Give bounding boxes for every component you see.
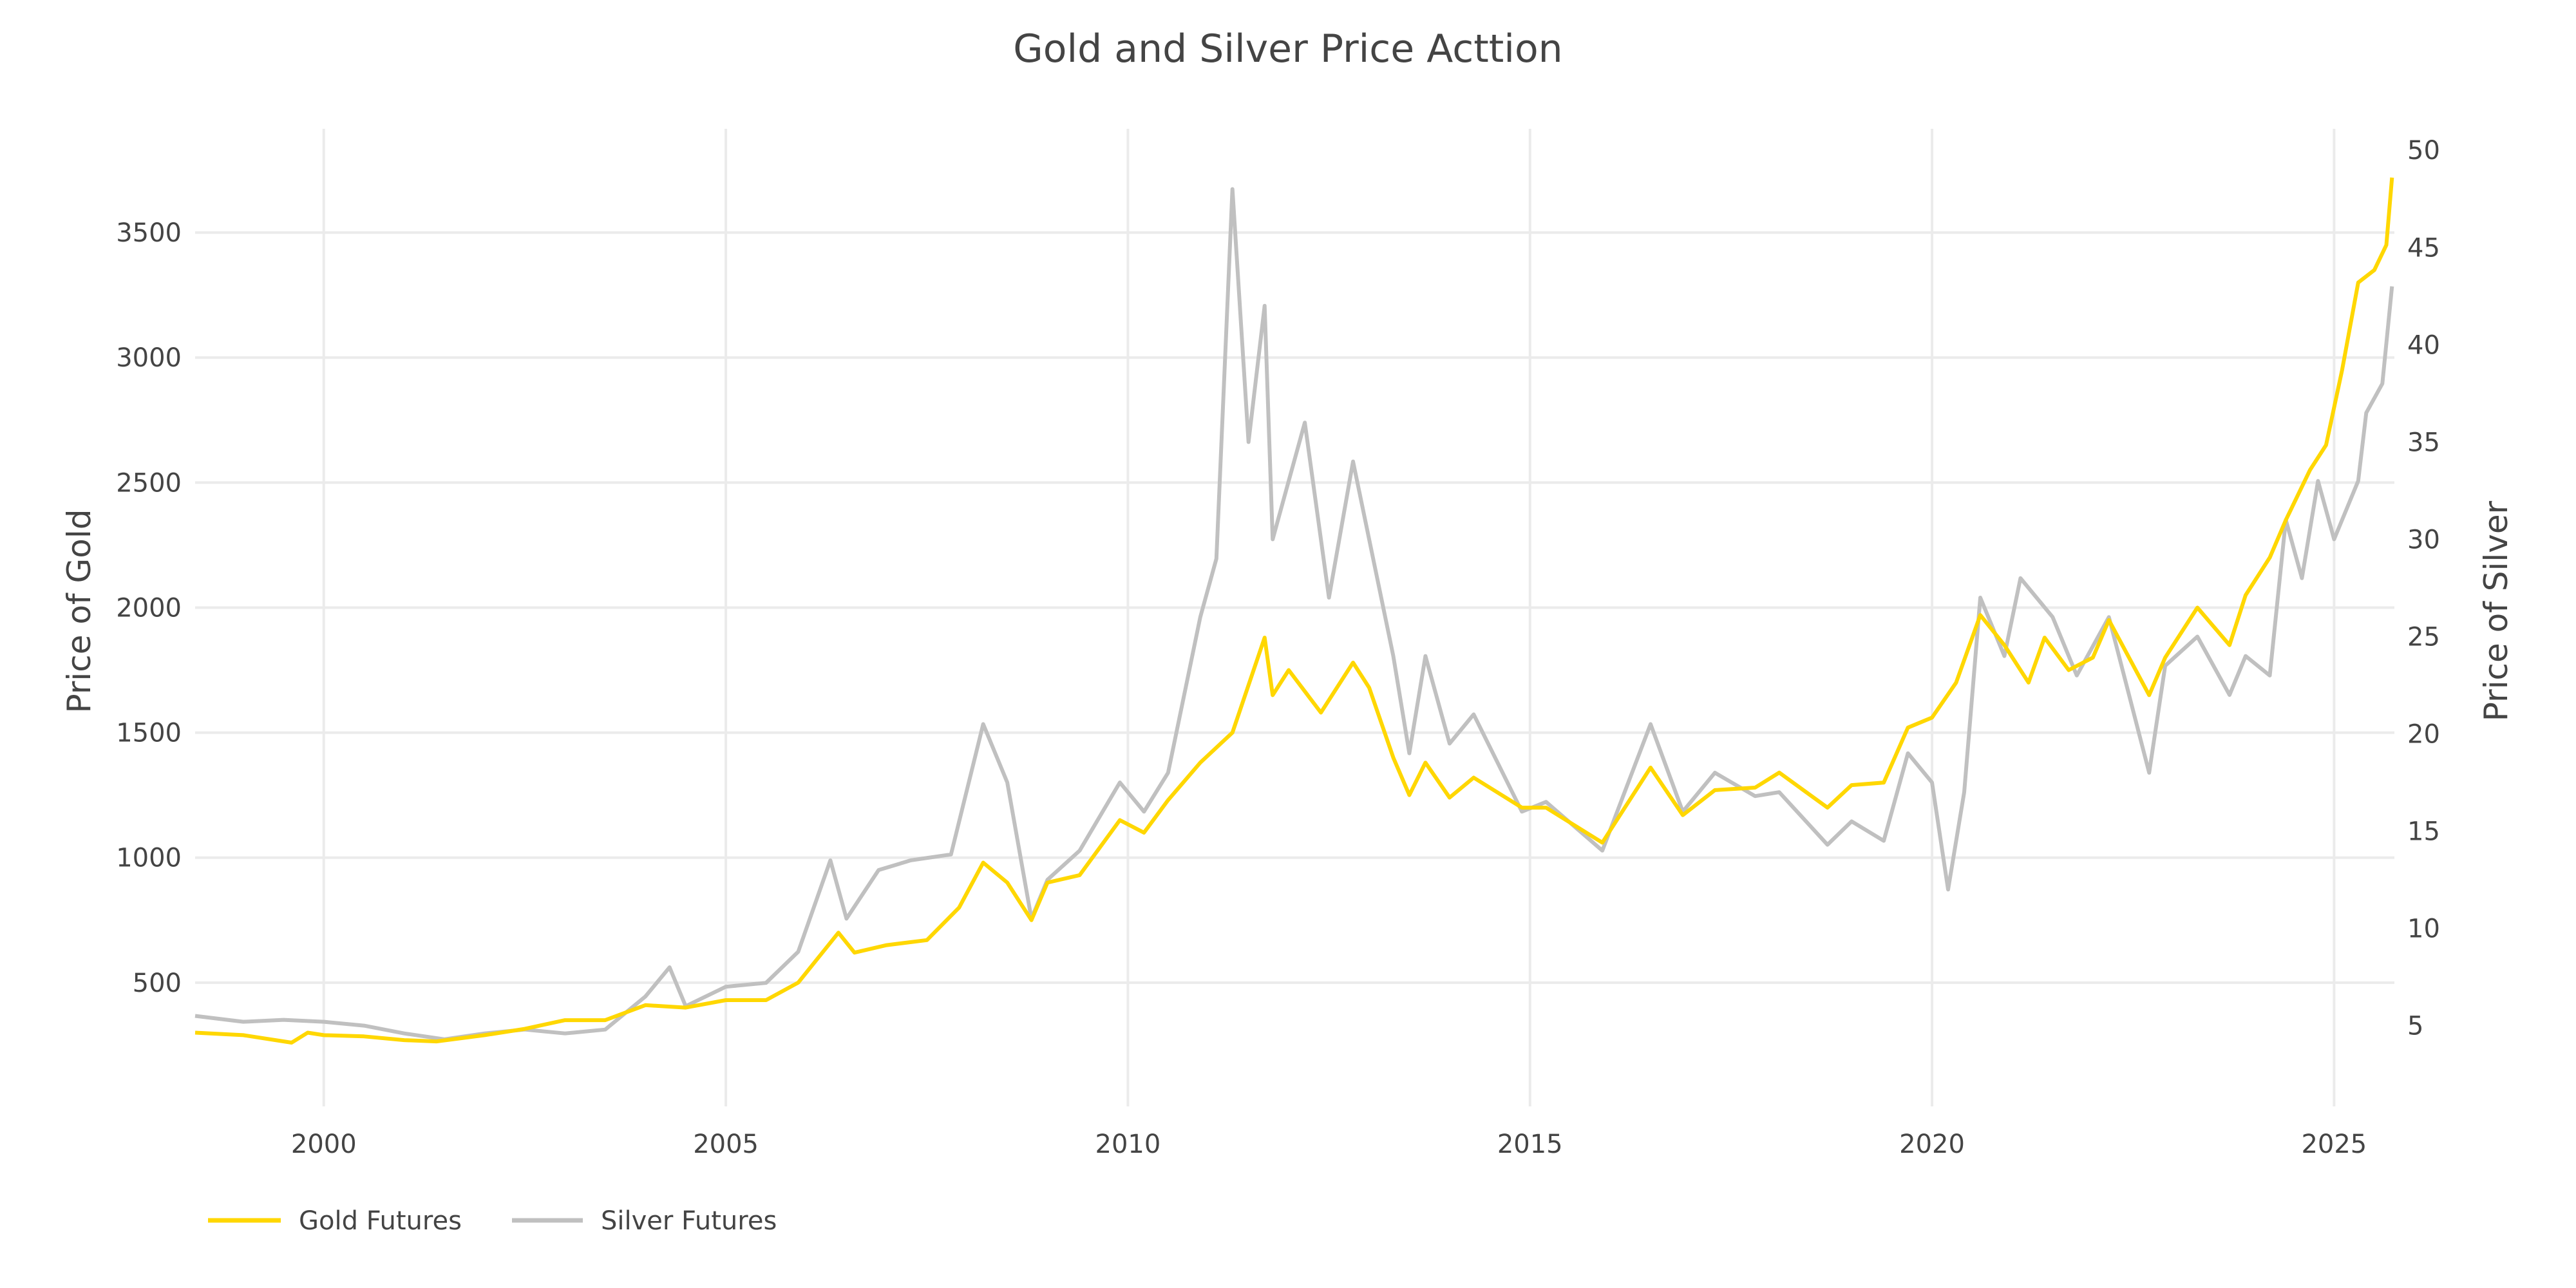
x-tick-label: 2015 (1497, 1130, 1563, 1159)
gold-futures-line (194, 177, 2394, 1045)
y-tick-label: 1500 (116, 719, 182, 748)
y2-tick-label: 15 (2407, 817, 2440, 847)
x-axis-ticks: 2000 2005 2010 2015 2020 2025 (291, 1130, 2367, 1159)
y2-tick-label: 20 (2407, 719, 2440, 749)
y2-tick-label: 35 (2407, 428, 2440, 457)
y-tick-label: 3000 (116, 343, 182, 373)
x-tick-label: 2010 (1095, 1130, 1161, 1159)
y-tick-label: 2500 (116, 468, 182, 498)
y-tick-label: 1000 (116, 844, 182, 873)
y-axis-left-title: Price of Gold (61, 509, 98, 714)
silver-futures-line (194, 187, 2394, 1041)
legend: Gold Futures Silver Futures (208, 1206, 777, 1236)
y2-tick-label: 50 (2407, 136, 2440, 166)
y2-tick-label: 30 (2407, 525, 2440, 554)
x-tick-label: 2005 (693, 1130, 759, 1159)
y-tick-label: 2000 (116, 593, 182, 623)
x-tick-label: 2025 (2301, 1130, 2367, 1159)
legend-item-silver[interactable]: Silver Futures (512, 1206, 777, 1236)
chart-title: Gold and Silver Price Acttion (1013, 26, 1562, 71)
y2-tick-label: 25 (2407, 622, 2440, 652)
y-axis-left-ticks: 500 1000 1500 2000 2500 3000 3500 (116, 218, 182, 998)
y2-tick-label: 40 (2407, 330, 2440, 360)
y2-tick-label: 10 (2407, 914, 2440, 944)
y-axis-right-ticks: 5 10 15 20 25 30 35 40 45 50 (2407, 136, 2440, 1041)
legend-label-silver: Silver Futures (601, 1206, 777, 1236)
gridlines (195, 129, 2394, 1106)
y-tick-label: 3500 (116, 218, 182, 248)
x-tick-label: 2000 (291, 1130, 357, 1159)
legend-item-gold[interactable]: Gold Futures (208, 1206, 462, 1236)
y2-tick-label: 5 (2407, 1012, 2423, 1041)
y2-tick-label: 45 (2407, 233, 2440, 263)
y-axis-right-title: Price of Silver (2477, 500, 2515, 721)
y-tick-label: 500 (133, 969, 182, 998)
x-tick-label: 2020 (1899, 1130, 1965, 1159)
legend-label-gold: Gold Futures (299, 1206, 462, 1236)
series-lines (194, 177, 2394, 1045)
